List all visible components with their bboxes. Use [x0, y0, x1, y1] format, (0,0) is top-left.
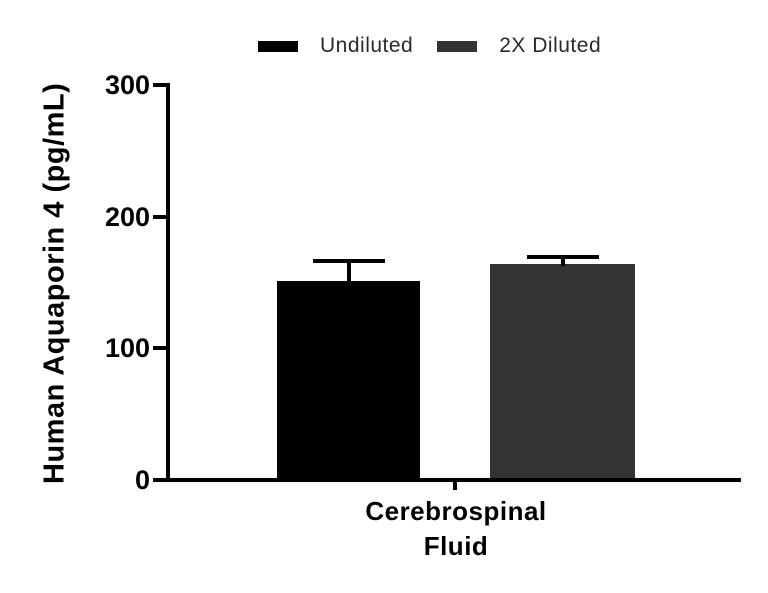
x-category-label-line2: Fluid: [423, 531, 489, 561]
x-category-label-line1: Cerebrospinal: [365, 496, 547, 526]
legend-item-2x-diluted: 2X Diluted: [437, 34, 601, 58]
y-tick-mark-0: [153, 478, 166, 482]
x-axis-baseline: [153, 478, 741, 482]
legend-label-undiluted: Undiluted: [320, 34, 414, 57]
y-tick-label-200: 200: [104, 201, 150, 232]
y-tick-label-100: 100: [104, 333, 150, 364]
y-axis-line: [166, 83, 170, 482]
bar-undiluted: [277, 281, 420, 480]
legend-swatch-undiluted: [258, 40, 298, 52]
legend-swatch-2x-diluted: [437, 40, 478, 52]
y-tick-mark-200: [153, 214, 166, 219]
legend-item-undiluted: Undiluted: [258, 34, 413, 58]
x-axis-tick: [453, 482, 457, 490]
error-bar-line-2: [560, 257, 565, 267]
error-bar-line-1: [346, 261, 351, 284]
error-bar-cap-1: [312, 259, 385, 264]
y-tick-label-0: 0: [134, 465, 150, 495]
y-tick-mark-300: [153, 83, 166, 87]
y-tick-mark-100: [153, 346, 166, 351]
y-tick-label-300: 300: [104, 70, 150, 100]
legend: Undiluted 2X Diluted: [258, 32, 601, 60]
error-bar-cap-2: [526, 255, 599, 260]
bar-2x-diluted: [490, 264, 635, 480]
x-category-label: Cerebrospinal Fluid: [256, 494, 656, 564]
legend-label-2x-diluted: 2X Diluted: [499, 34, 602, 57]
